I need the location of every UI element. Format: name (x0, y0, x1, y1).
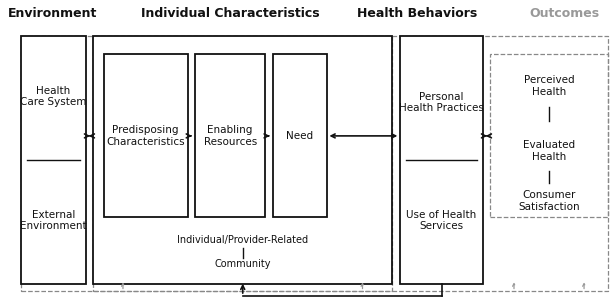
Text: Need: Need (286, 131, 313, 141)
Text: Health Behaviors: Health Behaviors (357, 7, 478, 20)
Text: Individual Characteristics: Individual Characteristics (141, 7, 320, 20)
Bar (490, 54, 608, 217)
Bar (104, 54, 188, 217)
Bar (400, 36, 483, 284)
Bar (21, 36, 608, 291)
Text: External
Environment: External Environment (20, 210, 87, 231)
Text: Predisposing
Characteristics: Predisposing Characteristics (106, 125, 185, 147)
Text: Community: Community (214, 259, 271, 269)
Text: Enabling
Resources: Enabling Resources (203, 125, 257, 147)
Text: Outcomes: Outcomes (530, 7, 600, 20)
Bar (21, 36, 86, 284)
Bar (93, 36, 392, 284)
Text: Personal
Health Practices: Personal Health Practices (399, 92, 484, 114)
Text: Consumer
Satisfaction: Consumer Satisfaction (518, 190, 580, 212)
Text: Use of Health
Services: Use of Health Services (406, 210, 476, 231)
Text: Individual/Provider-Related: Individual/Provider-Related (177, 235, 308, 245)
Text: Perceived
Health: Perceived Health (524, 75, 574, 97)
Text: Health
Care System: Health Care System (20, 86, 87, 108)
Bar (195, 54, 265, 217)
Text: Evaluated
Health: Evaluated Health (523, 140, 575, 162)
Bar (93, 36, 392, 291)
Bar (273, 54, 327, 217)
Text: Environment: Environment (7, 7, 97, 20)
